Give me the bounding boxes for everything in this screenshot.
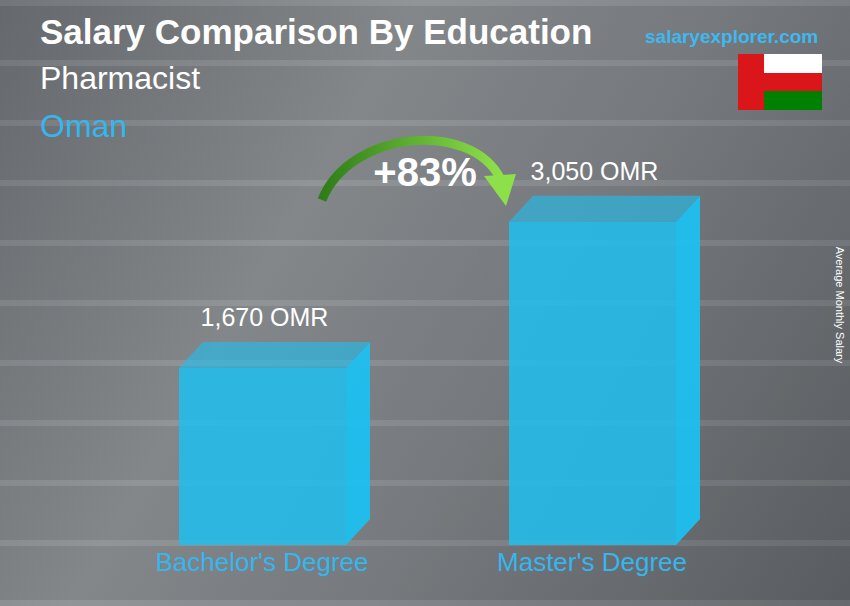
html-text:Salary Comparison By Education: Salary Comparison By Education <box>40 12 593 51</box>
svg-text:3,050 OMR: 3,050 OMR <box>531 157 659 185</box>
html-text:Pharmacist: Pharmacist <box>40 60 200 96</box>
html-text:salaryexplorer.com: salaryexplorer.com <box>645 26 819 47</box>
html-text:Oman: Oman <box>40 108 128 144</box>
html-text:Average Monthly Salary: Average Monthly Salary <box>834 246 846 364</box>
svg-text:+83%: +83% <box>373 150 476 194</box>
svg-text:Master's Degree: Master's Degree <box>497 547 687 577</box>
svg-text:1,670 OMR: 1,670 OMR <box>201 303 329 331</box>
svg-text:Bachelor's Degree: Bachelor's Degree <box>155 547 368 577</box>
